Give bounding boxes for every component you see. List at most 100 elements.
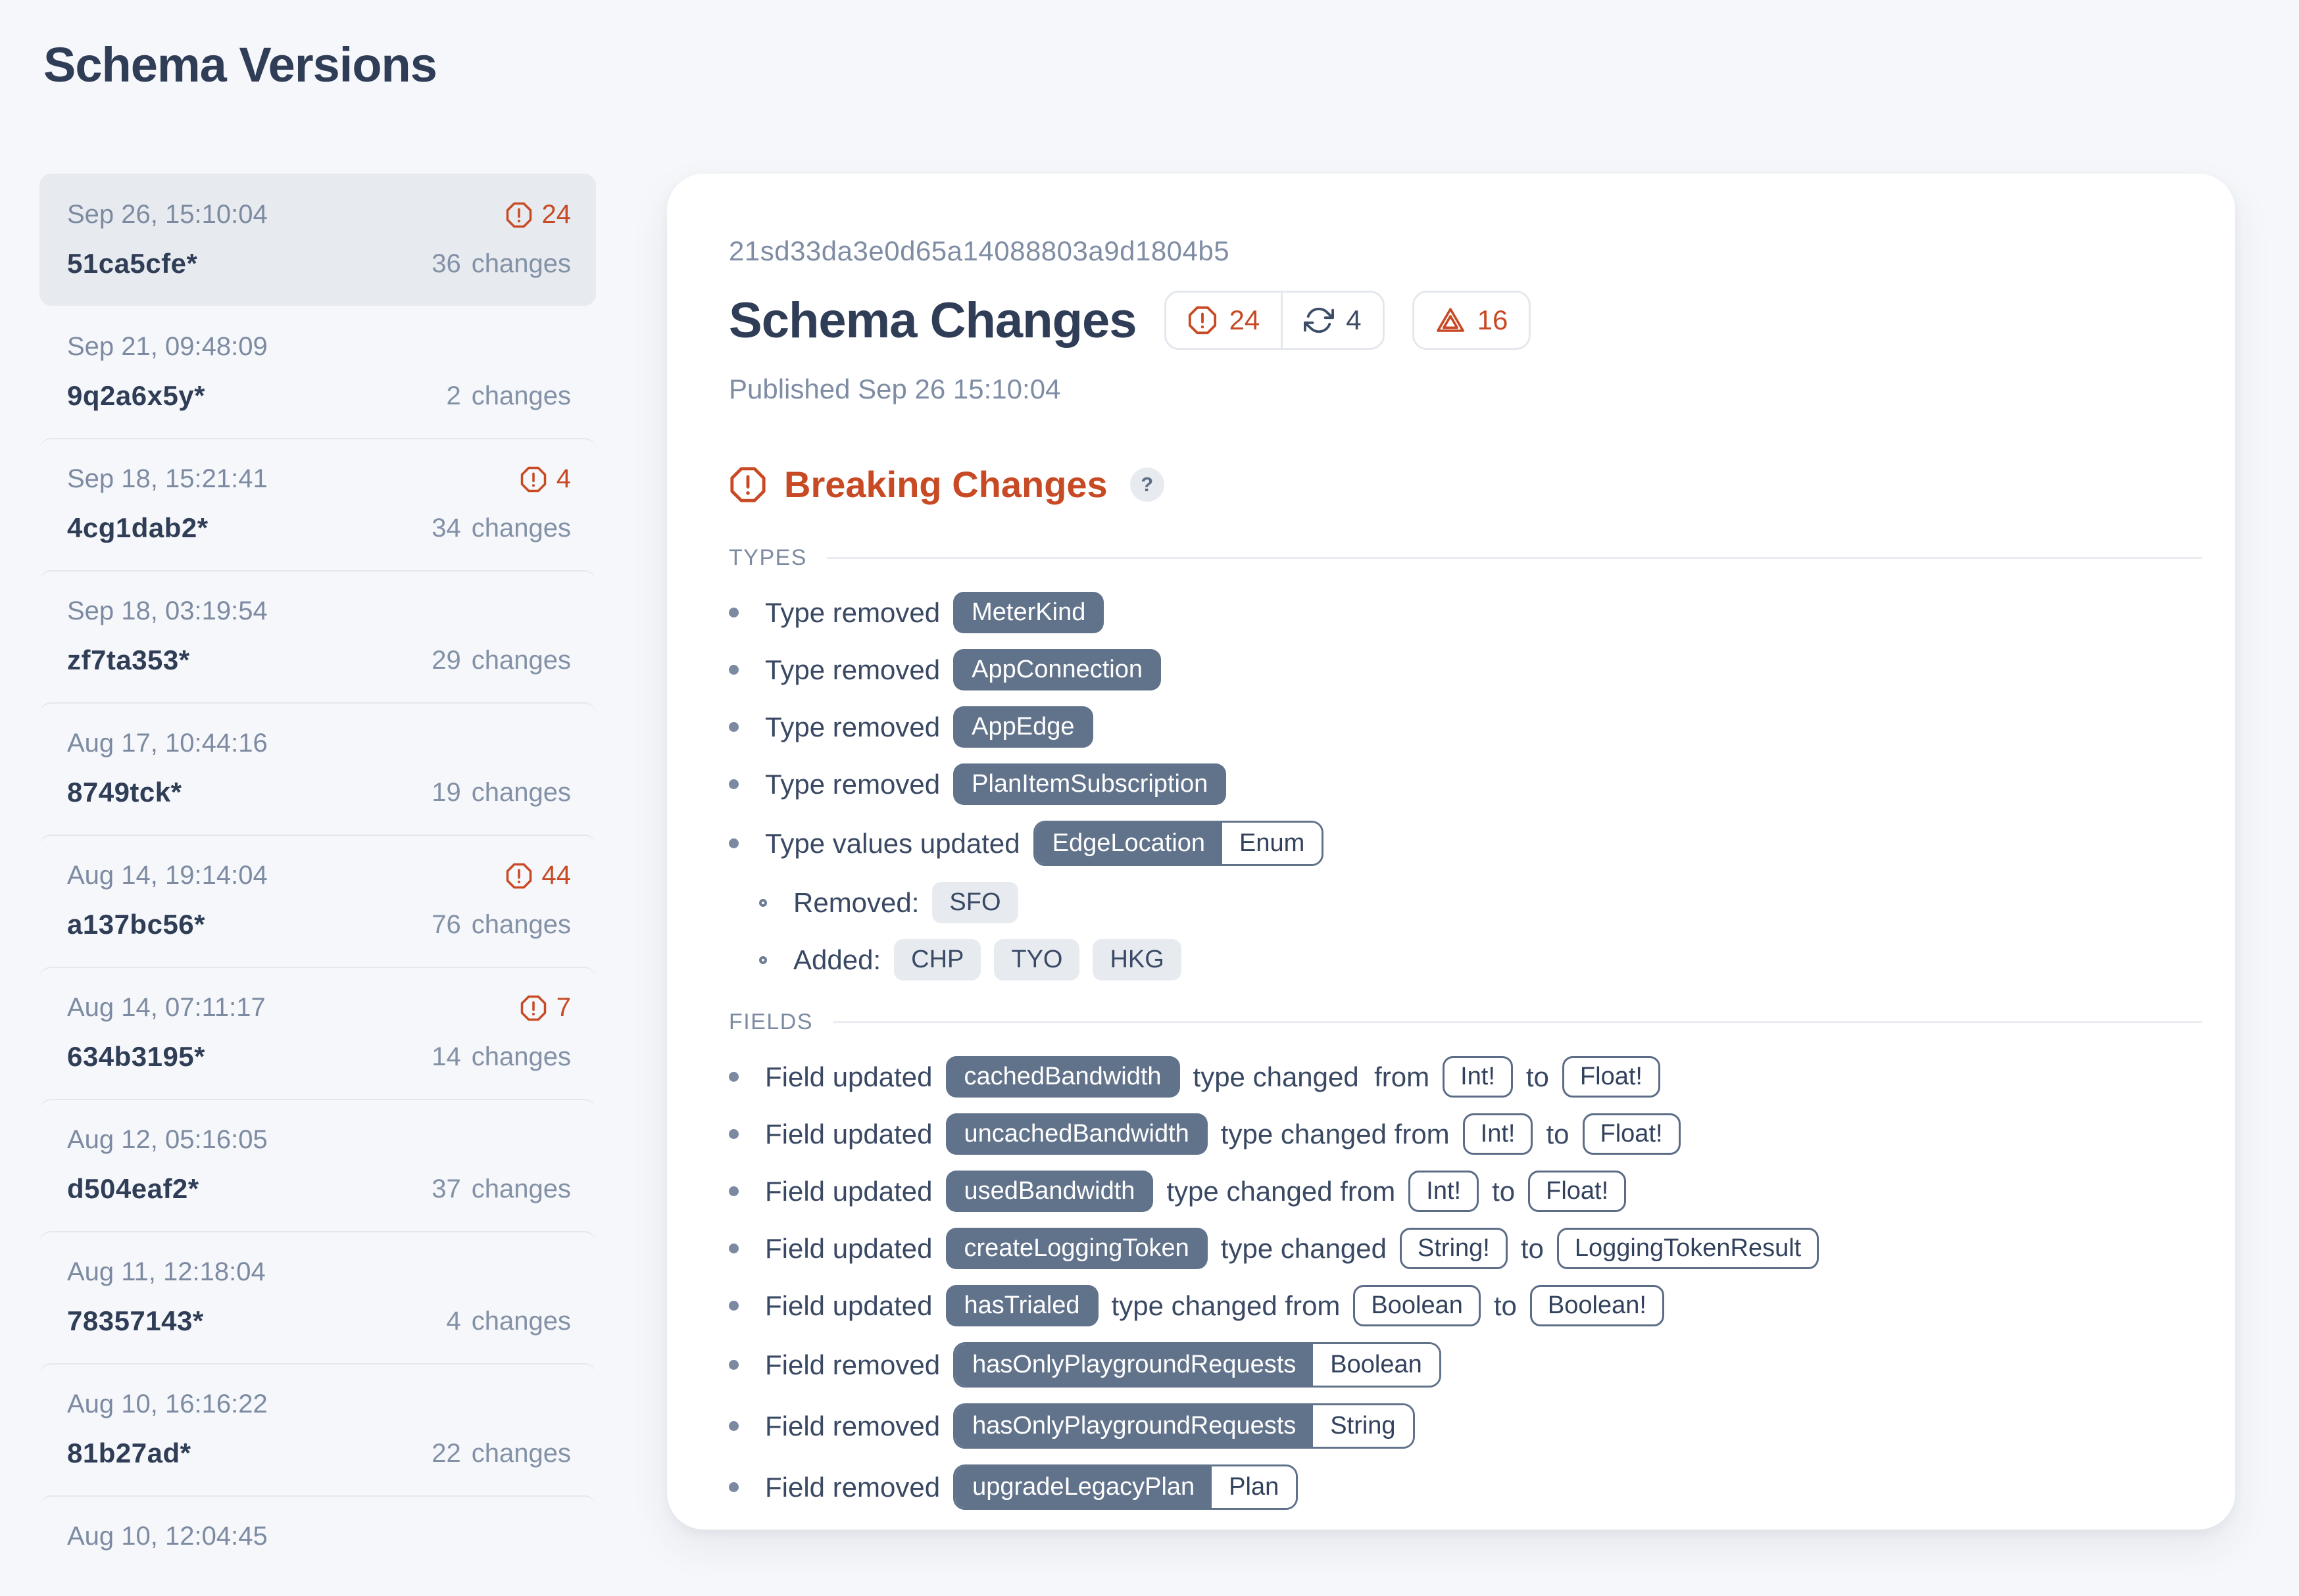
version-item-top-row: Sep 26, 15:10:04 24: [67, 200, 571, 230]
version-list-item[interactable]: Sep 18, 03:19:54 zf7ta353* 29 changes: [39, 570, 596, 702]
version-list-item[interactable]: Sep 26, 15:10:04 24 51ca5cfe* 36 changes: [39, 174, 596, 306]
version-item-top-row: Sep 21, 09:48:09: [67, 332, 571, 362]
dot-bullet-icon: [729, 1360, 739, 1370]
version-list-item[interactable]: Aug 14, 07:11:17 7 634b3195* 14 changes: [39, 967, 596, 1099]
change-count-number: 34: [432, 513, 461, 543]
entity-badge: upgradeLegacyPlan: [955, 1466, 1212, 1508]
change-text: Type removed: [765, 596, 941, 628]
card-title: Schema Changes: [729, 292, 1137, 349]
change-text: Field updated: [765, 1175, 933, 1207]
change-text: Type removed: [765, 711, 941, 742]
version-hash: 8749tck*: [67, 777, 182, 808]
version-list-item[interactable]: Aug 12, 05:16:05 d504eaf2* 37 changes: [39, 1099, 596, 1231]
change-count-number: 29: [432, 645, 461, 675]
type-badge: String!: [1400, 1228, 1508, 1269]
version-item-top-row: Aug 14, 19:14:04 44: [67, 861, 571, 890]
version-hash: 51ca5cfe*: [67, 248, 198, 279]
value-badge: TYO: [994, 939, 1080, 980]
ring-bullet-icon: [759, 898, 767, 907]
group-header: TYPES: [729, 545, 2202, 571]
version-item-top-row: Aug 17, 10:44:16: [67, 729, 571, 758]
type-badge: Float!: [1582, 1113, 1681, 1155]
change-count-number: 4: [446, 1306, 461, 1336]
group-label: FIELDS: [729, 1009, 814, 1034]
version-item-bottom-row: 634b3195* 14 changes: [67, 1041, 571, 1073]
entity-badge: usedBandwidth: [945, 1171, 1154, 1212]
dot-bullet-icon: [729, 1421, 739, 1431]
version-list-item[interactable]: Aug 14, 19:14:04 44 a137bc56* 76 changes: [39, 834, 596, 967]
version-hash: 78357143*: [67, 1305, 204, 1336]
breaking-count-badge[interactable]: 24: [1166, 293, 1281, 348]
change-text: to: [1525, 1061, 1549, 1092]
help-icon[interactable]: ?: [1129, 467, 1164, 502]
version-item-bottom-row: a137bc56* 76 changes: [67, 909, 571, 940]
change-count-label: changes: [471, 909, 571, 939]
version-list-item[interactable]: Sep 21, 09:48:09 9q2a6x5y* 2 changes: [39, 306, 596, 438]
change-count-number: 22: [432, 1438, 461, 1468]
version-list-item[interactable]: Aug 10, 16:16:22 81b27ad* 22 changes: [39, 1363, 596, 1495]
version-change-count: 2 changes: [427, 381, 571, 411]
type-badge: Int!: [1408, 1171, 1479, 1212]
change-text: type changed from: [1111, 1290, 1341, 1321]
type-badge: Float!: [1528, 1171, 1627, 1212]
change-row: Type removed PlanItemSubscription: [729, 763, 2202, 805]
version-change-count: 29 changes: [427, 646, 571, 675]
change-count-number: 37: [432, 1174, 461, 1203]
version-breaking-count: 24: [541, 200, 572, 229]
version-date: Aug 10, 12:04:45: [67, 1522, 268, 1551]
change-row: Type removed AppEdge: [729, 706, 2202, 748]
value-badge: SFO: [932, 882, 1018, 923]
dot-bullet-icon: [729, 838, 739, 848]
change-groups: TYPES Type removed MeterKind Type removed A…: [729, 545, 2202, 1510]
group-label: TYPES: [729, 545, 807, 570]
change-row: Type removed AppConnection: [729, 649, 2202, 690]
version-item-bottom-row: d504eaf2* 37 changes: [67, 1173, 571, 1205]
version-item-top-row: Sep 18, 15:21:41 4: [67, 464, 571, 494]
version-hash: 9q2a6x5y*: [67, 380, 206, 411]
breaking-changes-heading: Breaking Changes ?: [729, 463, 2202, 506]
warnings-count-badge[interactable]: 16: [1412, 291, 1531, 350]
change-group: FIELDS Field updated cachedBandwidth type …: [729, 1009, 2202, 1510]
dot-bullet-icon: [729, 1244, 739, 1253]
updates-count-badge[interactable]: 4: [1281, 293, 1382, 348]
version-list-item[interactable]: Aug 17, 10:44:16 8749tck* 19 changes: [39, 702, 596, 834]
change-row: Field removed hasOnlyPlaygroundRequests St…: [729, 1403, 2202, 1449]
group-header: FIELDS: [729, 1009, 2202, 1035]
entity-badge: hasOnlyPlaygroundRequests: [955, 1405, 1314, 1447]
change-text: Field removed: [765, 1471, 941, 1503]
version-list-item[interactable]: Aug 10, 12:04:45: [39, 1495, 596, 1596]
change-row: Field updated usedBandwidth type changed f…: [729, 1171, 2202, 1212]
schema-versions-page: Schema Versions Sep 26, 15:10:04 24 51ca…: [39, 37, 2202, 1551]
version-item-bottom-row: 9q2a6x5y* 2 changes: [67, 380, 571, 412]
type-badge: Enum: [1222, 823, 1322, 864]
change-text: to: [1492, 1175, 1516, 1207]
version-breaking-badge: 4: [520, 464, 571, 494]
change-row: Removed: SFO: [759, 882, 2202, 923]
entity-badge: uncachedBandwidth: [945, 1113, 1208, 1155]
version-breaking-badge: 24: [505, 200, 572, 230]
version-item-top-row: Aug 14, 07:11:17 7: [67, 993, 571, 1023]
entity-type-badge: hasOnlyPlaygroundRequests Boolean: [953, 1342, 1441, 1388]
change-text: type changed from: [1193, 1061, 1430, 1092]
change-text: Field updated: [765, 1232, 933, 1264]
version-list-item[interactable]: Sep 18, 15:21:41 4 4cg1dab2* 34 changes: [39, 438, 596, 570]
change-text: Field updated: [765, 1290, 933, 1321]
change-count-label: changes: [471, 1042, 571, 1071]
version-date: Sep 21, 09:48:09: [67, 332, 268, 361]
change-text: Type removed: [765, 768, 941, 800]
change-count-label: changes: [471, 513, 571, 543]
entity-badge: AppConnection: [953, 649, 1161, 690]
version-date: Sep 18, 03:19:54: [67, 596, 268, 625]
warnings-count: 16: [1477, 304, 1508, 335]
change-text: to: [1546, 1118, 1570, 1149]
entity-type-badge: hasOnlyPlaygroundRequests String: [953, 1403, 1415, 1449]
version-date: Aug 17, 10:44:16: [67, 729, 268, 758]
group-rows: Field updated cachedBandwidth type changed…: [729, 1056, 2202, 1510]
change-row: Added: CHP TYO HKG: [759, 939, 2202, 980]
version-list-item[interactable]: Aug 11, 12:18:04 78357143* 4 changes: [39, 1231, 596, 1363]
type-badge: Boolean: [1353, 1285, 1481, 1326]
stop-octagon-icon: [520, 466, 546, 492]
change-count-number: 19: [432, 777, 461, 807]
entity-badge: AppEdge: [953, 706, 1093, 748]
group-rule-line: [826, 557, 2202, 559]
